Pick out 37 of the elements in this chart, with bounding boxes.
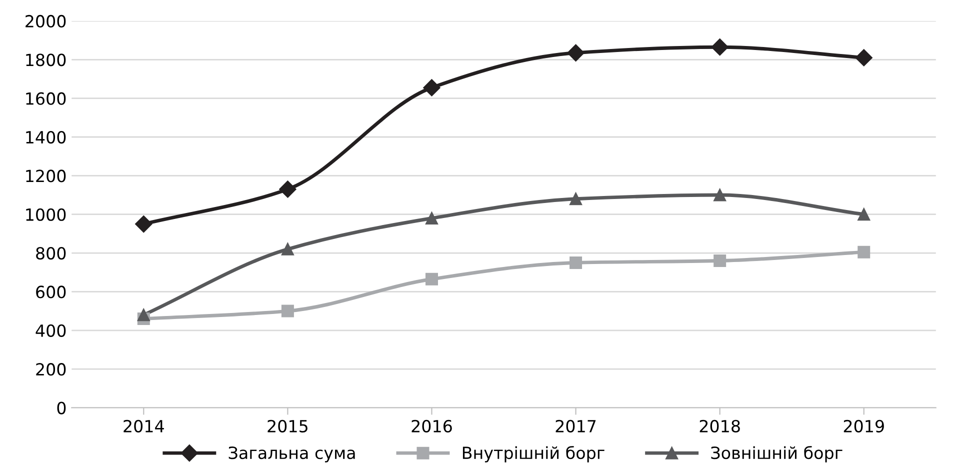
- point: [425, 272, 438, 286]
- point: [858, 208, 870, 221]
- point: [714, 188, 726, 202]
- y-tick-label: 1200: [26, 170, 66, 182]
- x-tick-label: 2014: [124, 420, 164, 432]
- y-tick-label: 1600: [26, 92, 66, 105]
- x-tick-label: 2017: [556, 420, 596, 432]
- x-tick-label: 2016: [412, 420, 452, 432]
- point: [714, 254, 726, 268]
- point: [567, 44, 584, 62]
- point: [858, 246, 870, 258]
- point: [135, 215, 152, 233]
- point: [279, 180, 296, 198]
- y-tick-label: 400: [36, 324, 66, 337]
- point: [423, 79, 440, 96]
- legend-label: Внутрішній борг: [462, 446, 604, 462]
- y-tick-label: 600: [36, 286, 66, 298]
- y-tick-label: 1800: [26, 54, 66, 66]
- point: [425, 212, 438, 224]
- legend-label: Зовнішній борг: [711, 446, 842, 462]
- y-tick-label: 800: [36, 247, 66, 260]
- y-tick-label: 2000: [26, 14, 66, 28]
- y-tick-label: 0: [57, 402, 66, 414]
- y-tick-label: 1000: [26, 208, 66, 221]
- x-tick-label: 2018: [700, 420, 740, 432]
- y-tick-label: 200: [36, 363, 66, 376]
- x-tick-label: 2019: [844, 420, 884, 432]
- point: [281, 304, 294, 318]
- x-tick-label: 2015: [268, 420, 308, 432]
- point: [855, 49, 872, 66]
- point: [137, 308, 150, 322]
- point: [570, 192, 582, 206]
- point: [570, 256, 582, 269]
- y-tick-label: 1400: [26, 130, 66, 144]
- legend-label: Загальна сума: [228, 446, 355, 462]
- point: [711, 38, 728, 56]
- point: [281, 242, 294, 256]
